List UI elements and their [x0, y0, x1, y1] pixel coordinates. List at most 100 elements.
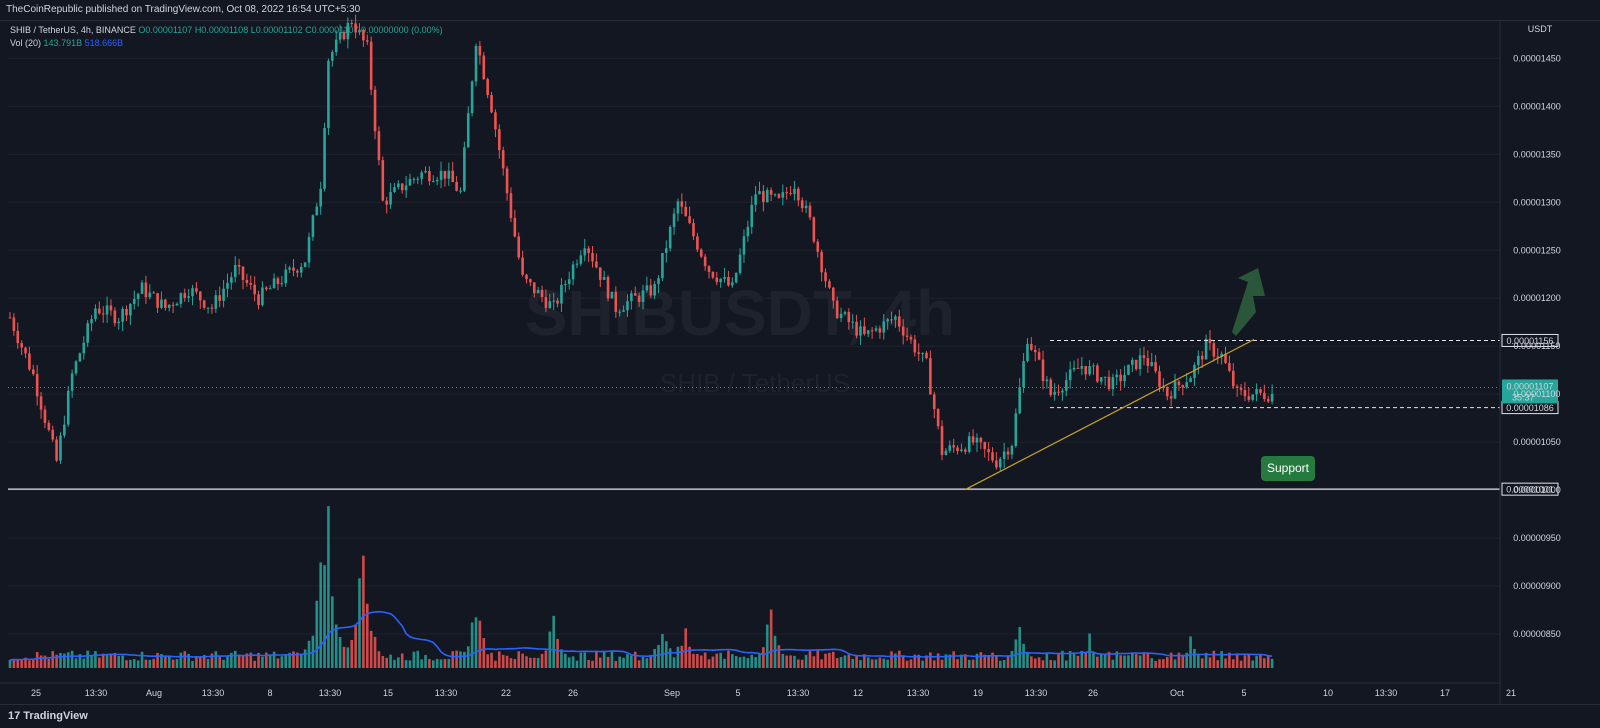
candle-body [529, 279, 532, 283]
candle-body [218, 295, 222, 301]
candle-body [125, 308, 128, 316]
volume-bar [886, 659, 889, 668]
candle-body [1239, 387, 1243, 391]
candle-body [404, 185, 408, 191]
x-tick-label: 25 [31, 688, 41, 698]
volume-bar [261, 656, 264, 668]
volume-bar [758, 654, 761, 668]
volume-bar [754, 657, 757, 668]
volume-bar [24, 657, 27, 668]
candle-body [195, 288, 198, 292]
volume-bar [478, 620, 482, 668]
candle-body [257, 294, 260, 306]
candle-body [482, 55, 486, 80]
candle-body [284, 269, 288, 284]
y-tick-label: 0.00001150 [1514, 341, 1561, 351]
candle-body [377, 131, 381, 161]
volume-bar [1115, 651, 1119, 668]
volume-bar [898, 650, 901, 668]
candle-body [233, 265, 237, 278]
candle-body [800, 200, 804, 209]
candle-body [331, 52, 334, 61]
volume-bar [439, 659, 443, 668]
volume-bar [377, 651, 381, 668]
volume-bar [1053, 660, 1056, 668]
y-tick-label: 0.00001100 [1514, 389, 1561, 399]
candle-body [1026, 343, 1029, 362]
volume-bar [874, 659, 878, 668]
candle-body [369, 41, 373, 90]
candle-body [863, 326, 866, 334]
volume-bar [657, 644, 660, 668]
candle-body [156, 293, 159, 308]
x-tick-label: 13:30 [435, 688, 458, 698]
volume-bar [742, 656, 746, 668]
last-price-box [1502, 379, 1558, 404]
candle-body [101, 313, 105, 315]
volume-bar [1212, 650, 1216, 668]
volume-bar [501, 654, 505, 668]
candle-body [1255, 389, 1258, 395]
volume-bar [74, 658, 78, 668]
volume-bar [249, 652, 253, 668]
volume-bar [680, 645, 684, 668]
volume-bar [245, 653, 249, 668]
volume-bar [280, 656, 284, 668]
volume-bar [855, 655, 858, 668]
volume-bar [1197, 655, 1200, 668]
volume-bar [967, 659, 971, 668]
volume-bar [265, 652, 268, 668]
volume-bar [167, 655, 171, 668]
candle-body [1162, 386, 1165, 388]
x-tick-label: 13:30 [202, 688, 225, 698]
volume-bar [451, 651, 455, 668]
candle-body [296, 270, 299, 273]
y-tick-label: 0.00000950 [1513, 533, 1561, 543]
candle-body [463, 147, 466, 191]
volume-bar [152, 658, 155, 668]
candle-body [210, 307, 214, 309]
candle-body [672, 213, 676, 228]
candle-body [762, 191, 765, 203]
candle-body [820, 251, 823, 273]
candle-body [400, 183, 404, 191]
volume-bar [136, 660, 140, 668]
candle-body [835, 300, 839, 319]
candle-body [109, 305, 113, 311]
candle-body [983, 442, 987, 450]
candle-body [32, 369, 35, 375]
volume-bar [921, 660, 924, 668]
volume-bar [699, 655, 703, 668]
volume-bar [602, 651, 606, 668]
volume-bar [882, 658, 886, 668]
candle-body [1204, 338, 1208, 360]
volume-bar [1002, 659, 1006, 668]
volume-bar [470, 622, 474, 668]
volume-bar [331, 596, 334, 668]
candle-body [1006, 451, 1010, 455]
volume-bar [536, 657, 540, 668]
candle-body [39, 396, 43, 410]
volume-bar [1068, 650, 1072, 668]
candle-body [490, 95, 493, 113]
volume-bar [307, 640, 311, 668]
candle-body [1181, 385, 1185, 388]
volume-bar [90, 656, 93, 668]
volume-bar [98, 657, 101, 668]
candle-body [1228, 362, 1231, 371]
volume-bar [1243, 655, 1247, 668]
volume-bar [233, 650, 237, 668]
candle-body [894, 316, 897, 320]
volume-bar [144, 659, 148, 668]
candle-body [447, 170, 451, 179]
volume-bar [39, 655, 43, 668]
price-level-label: 0.00001001 [1506, 485, 1554, 495]
candle-body [420, 172, 423, 179]
volume-bar [1247, 654, 1251, 668]
candle-body [602, 276, 606, 280]
volume-bar [661, 634, 664, 668]
volume-bar [672, 657, 676, 668]
volume-bar [952, 651, 955, 668]
volume-bar [164, 655, 167, 668]
